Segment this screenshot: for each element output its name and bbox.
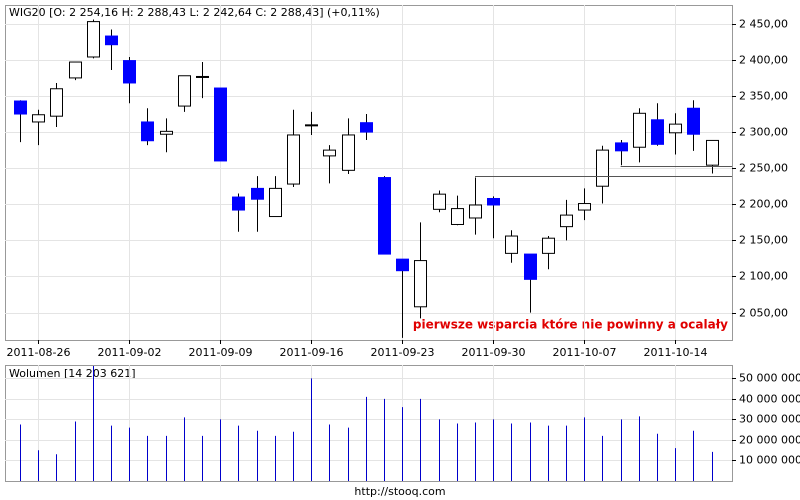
candle-body: [433, 193, 446, 210]
candle-body: [706, 139, 719, 166]
x-tick-label: 2011-08-26: [7, 346, 71, 359]
candle-body: [396, 258, 409, 272]
price-panel: [5, 5, 733, 341]
x-tick-label: 2011-09-02: [98, 346, 162, 359]
candle-body: [469, 204, 482, 219]
candle-body: [287, 134, 300, 185]
candle-body: [687, 107, 700, 135]
candle-body: [196, 75, 209, 78]
y-tick-label: 2 400,00: [739, 54, 788, 67]
candle-body: [524, 253, 537, 280]
candle-body: [305, 124, 318, 127]
candle-body: [214, 87, 227, 162]
candle-body: [323, 149, 336, 157]
y-tick-label: 30 000 000: [739, 413, 800, 426]
y-tick-label: 2 150,00: [739, 234, 788, 247]
y-tick-label: 20 000 000: [739, 434, 800, 447]
x-tick-label: 2011-09-09: [189, 346, 253, 359]
candle-body: [141, 121, 154, 142]
y-tick-label: 2 350,00: [739, 90, 788, 103]
candle-body: [14, 100, 27, 115]
candle-body: [123, 60, 136, 84]
candle-body: [651, 119, 664, 145]
y-tick-label: 2 100,00: [739, 270, 788, 283]
candle-body: [105, 35, 118, 46]
candle-body: [69, 61, 82, 79]
annotation: pierwsze wsparcia które nie powinny a oc…: [413, 318, 728, 332]
candle-body: [232, 196, 245, 211]
x-tick-label: 2011-09-23: [371, 346, 435, 359]
candle-body: [451, 208, 464, 225]
candle-body: [596, 149, 609, 187]
candle-body: [87, 21, 100, 58]
y-tick-label: 10 000 000: [739, 454, 800, 467]
candle-body: [32, 114, 45, 123]
y-tick-label: 2 450,00: [739, 18, 788, 31]
candle-body: [360, 122, 373, 133]
candle-body: [178, 75, 191, 107]
candle-body: [560, 214, 573, 228]
candle-body: [160, 130, 173, 135]
y-tick-label: 2 300,00: [739, 126, 788, 139]
candle-body: [578, 203, 591, 211]
y-tick-label: 2 250,00: [739, 162, 788, 175]
volume-panel: [5, 365, 733, 482]
candle-body: [542, 237, 555, 254]
x-tick-label: 2011-09-16: [280, 346, 344, 359]
candle-body: [50, 88, 63, 117]
y-tick-label: 2 050,00: [739, 307, 788, 320]
y-tick-label: 2 200,00: [739, 198, 788, 211]
x-tick-label: 2011-10-07: [553, 346, 617, 359]
chart-title: WIG20 [O: 2 254,16 H: 2 288,43 L: 2 242,…: [9, 6, 380, 19]
candle-body: [269, 187, 282, 218]
candle-body: [342, 134, 355, 171]
candle-body: [487, 197, 500, 206]
candle-body: [251, 187, 264, 200]
candle-body: [669, 123, 682, 134]
volume-title: Wolumen [14 203 621]: [9, 367, 136, 380]
x-tick-label: 2011-09-30: [462, 346, 526, 359]
y-tick-label: 40 000 000: [739, 393, 800, 406]
candle-body: [615, 142, 628, 152]
x-tick-label: 2011-10-14: [644, 346, 708, 359]
candle-body: [505, 235, 518, 254]
candle-body: [414, 260, 427, 308]
y-tick-label: 50 000 000: [739, 372, 800, 385]
footer: http://stooq.com: [354, 485, 445, 498]
candle-body: [378, 177, 391, 255]
candle-body: [633, 112, 646, 148]
